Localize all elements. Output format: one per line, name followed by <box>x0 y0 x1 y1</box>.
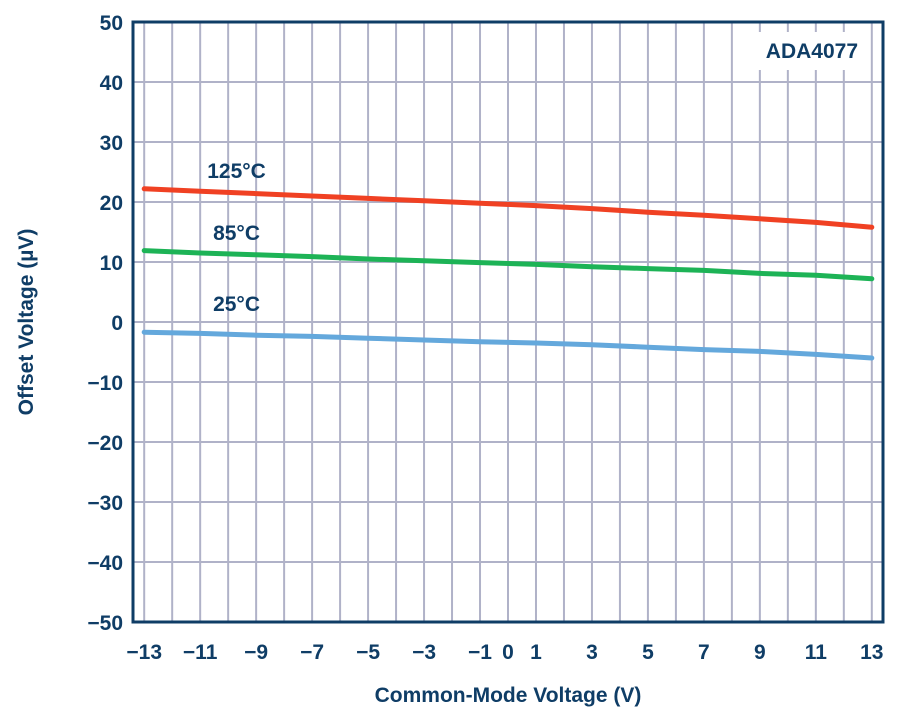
x-tick-label: 9 <box>754 641 766 664</box>
series-line <box>141 186 875 230</box>
tick-labels: −13 −11 −9 −7 −5 −3 −1 0 1 3 5 7 9 11 13−50−40−30−20−1… <box>87 12 883 664</box>
x-tick-label: 13 <box>860 641 883 664</box>
y-tick-label: 50 <box>100 12 123 35</box>
series-label: 125°C <box>207 160 266 183</box>
x-tick-label: 3 <box>586 641 598 664</box>
series-line <box>141 248 875 282</box>
grid <box>133 21 883 623</box>
x-tick-label: −3 <box>412 641 436 664</box>
x-tick-label: −5 <box>356 641 380 664</box>
annotation-label: ADA4077 <box>766 40 858 63</box>
x-tick-label: −7 <box>300 641 324 664</box>
y-tick-label: 30 <box>100 132 123 155</box>
plot-frame <box>131 20 885 624</box>
y-tick-label: −10 <box>87 372 123 395</box>
y-tick-label: −40 <box>87 552 123 575</box>
x-axis-label: Common-Mode Voltage (V) <box>375 684 642 707</box>
x-tick-label: −11 <box>183 641 218 664</box>
x-tick-label: 7 <box>698 641 710 664</box>
x-tick-label: 0 <box>502 641 514 664</box>
annotation-box <box>748 32 866 70</box>
x-tick-label: −13 <box>126 641 162 664</box>
series-labels: 125°C 85°C 25°C <box>207 160 266 316</box>
x-tick-label: −1 <box>468 641 492 664</box>
y-tick-label: 20 <box>100 192 123 215</box>
series-line <box>141 329 875 361</box>
y-tick-label: 10 <box>100 252 123 275</box>
x-tick-label: 5 <box>642 641 654 664</box>
y-tick-label: 40 <box>100 72 123 95</box>
y-tick-label: −30 <box>87 492 123 515</box>
y-tick-label: 0 <box>111 312 123 335</box>
x-tick-label: 11 <box>805 641 828 664</box>
series-label: 85°C <box>213 222 260 245</box>
y-tick-label: −50 <box>87 612 123 635</box>
x-tick-label: −9 <box>244 641 268 664</box>
y-tick-label: −20 <box>87 432 123 455</box>
y-axis-label: Offset Voltage (µV) <box>15 229 38 416</box>
series-label: 25°C <box>213 293 260 316</box>
series-lines <box>141 186 875 361</box>
x-tick-label: 1 <box>530 641 542 664</box>
